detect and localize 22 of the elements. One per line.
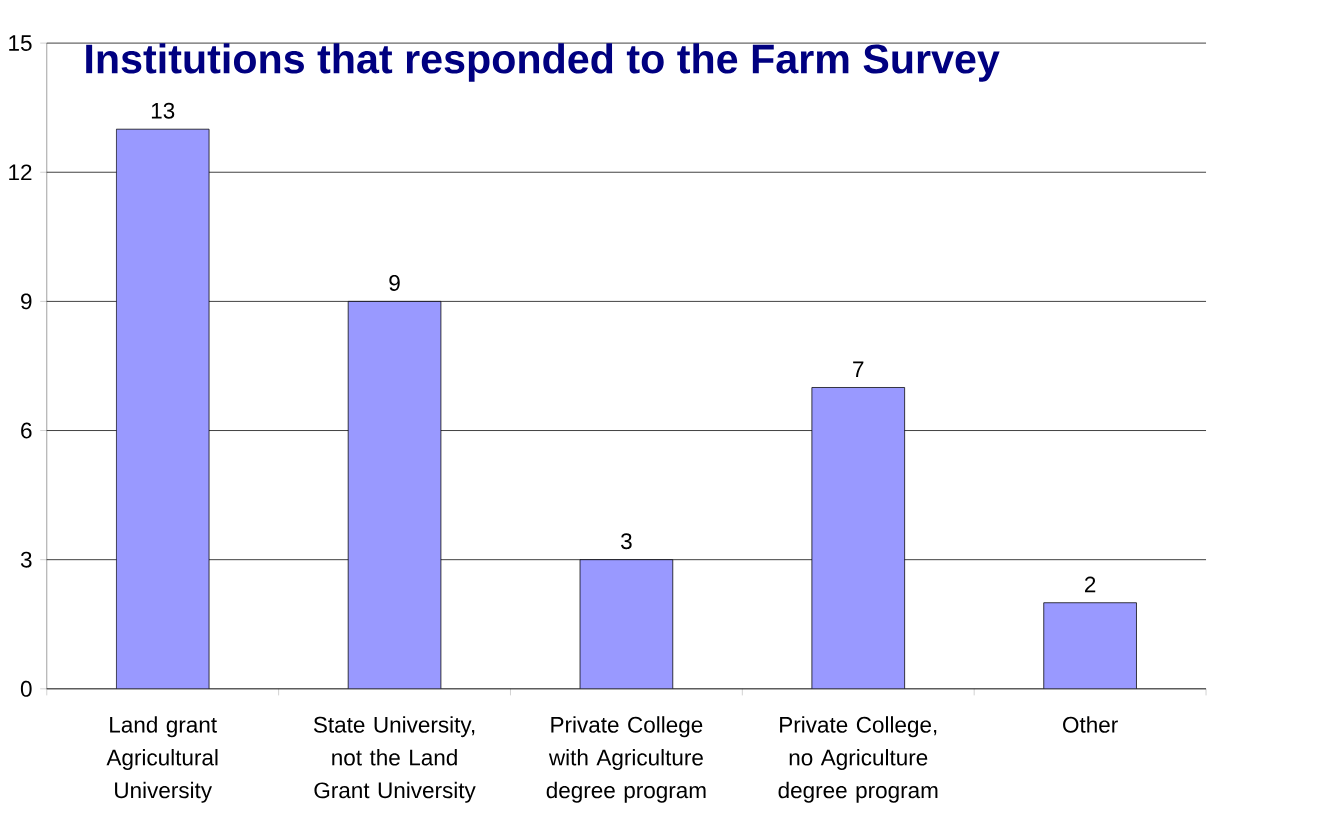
x-tick-label: Private College, no Agriculture degree program xyxy=(778,716,938,803)
data-label: 2 xyxy=(1084,576,1096,593)
bar xyxy=(347,301,442,689)
bar xyxy=(579,559,674,689)
chart-title: Institutions that responded to the Farm Survey xyxy=(86,43,1000,82)
data-label: 13 xyxy=(151,102,175,119)
data-label: 9 xyxy=(389,275,400,291)
x-tick-label: State University, not the Land Grant University xyxy=(313,716,476,803)
y-tick-label: 6 xyxy=(21,422,32,439)
y-tick-label: 0 xyxy=(20,680,32,697)
y-tick-label: 15 xyxy=(9,35,32,52)
x-tick-label: Other xyxy=(1063,716,1118,733)
x-tick-label: Private College with Agriculture degree program xyxy=(546,716,706,803)
y-tick-label: 9 xyxy=(21,293,32,310)
y-tick-label: 3 xyxy=(20,551,32,568)
bar xyxy=(1043,602,1137,689)
x-tick-label: Land grant Agricultural University xyxy=(106,716,218,803)
bar xyxy=(811,387,906,689)
data-label: 7 xyxy=(853,361,864,378)
y-tick-label: 12 xyxy=(9,164,32,181)
data-label: 3 xyxy=(621,533,632,550)
bar xyxy=(115,128,210,689)
